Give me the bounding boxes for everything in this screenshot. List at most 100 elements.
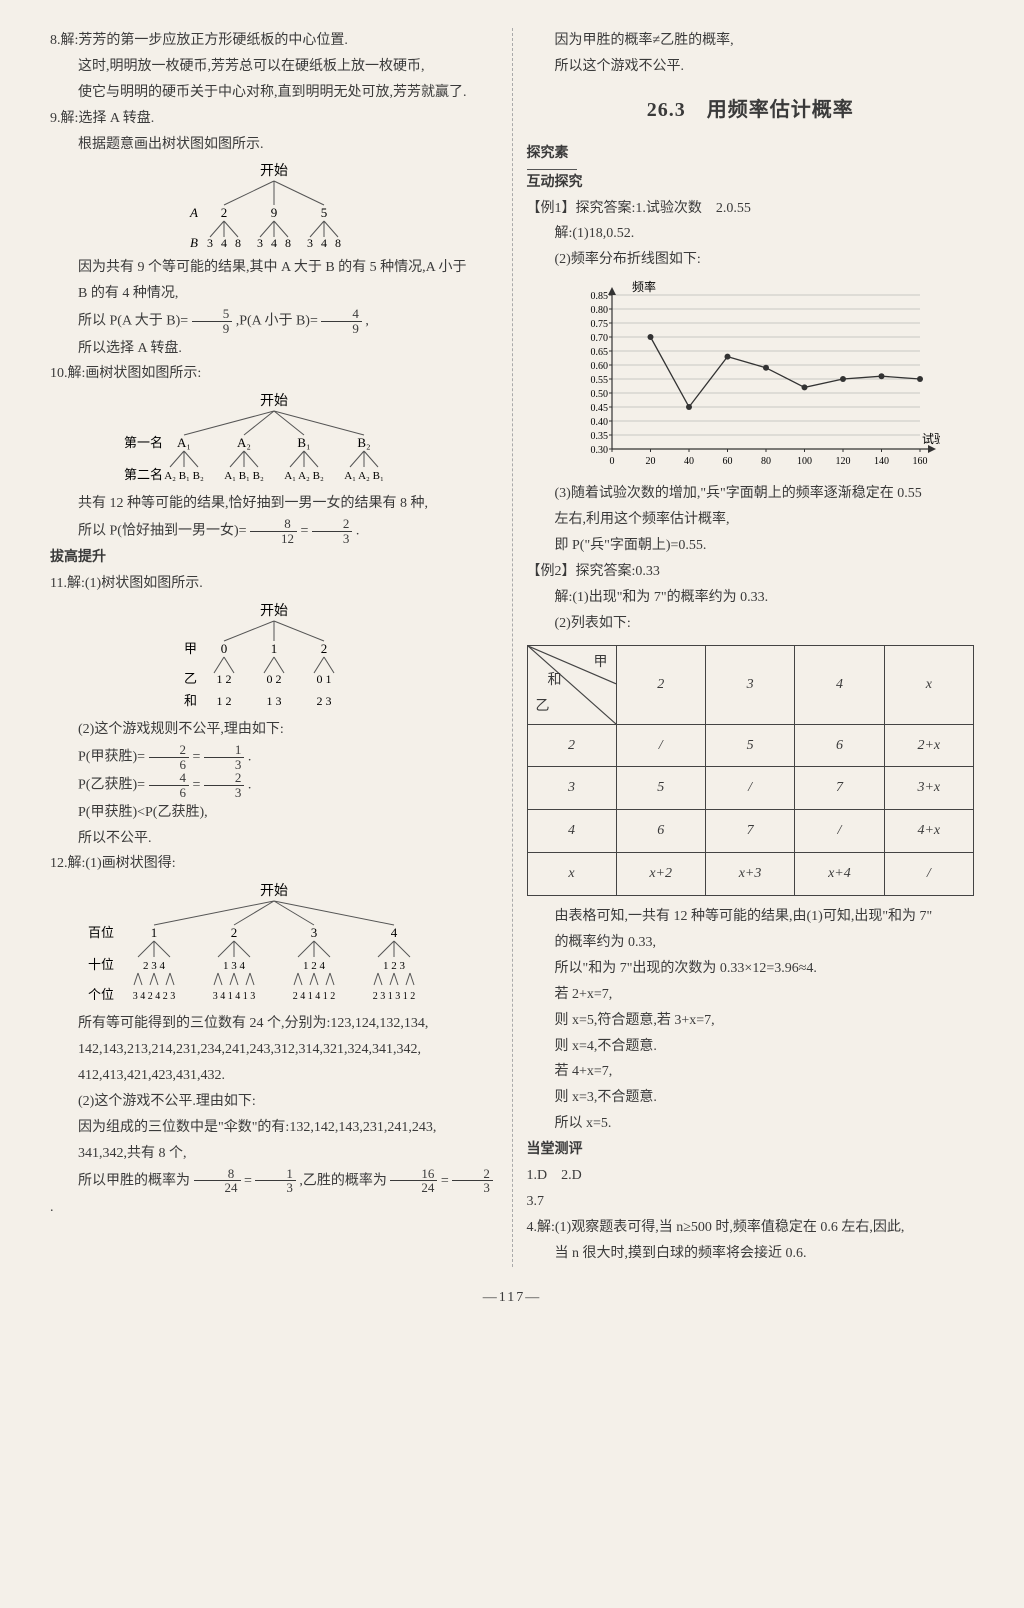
p12-line7: 341,342,共有 8 个, bbox=[50, 1141, 498, 1167]
ex1-b: 解:(1)18,0.52. bbox=[527, 221, 975, 247]
t1b5: 8 bbox=[285, 236, 291, 250]
p12-line2: 所有等可能得到的三位数有 24 个,分别为:123,124,132,134, bbox=[50, 1011, 498, 1037]
svg-text:20: 20 bbox=[646, 456, 656, 467]
dangtang-heading: 当堂测评 bbox=[527, 1137, 975, 1163]
svg-text:0.40: 0.40 bbox=[591, 417, 609, 428]
page-number: —117— bbox=[36, 1285, 988, 1311]
p10-line3: 所以 P(恰好抽到一男一女)= 812 = 23 . bbox=[50, 517, 498, 545]
ans1: 1.D 2.D bbox=[527, 1163, 975, 1189]
t2b1: A₁ B₁ B₂ bbox=[224, 470, 264, 482]
p8-line3: 使它与明明的硬币关于中心对称,直到明明无处可放,芳芳就赢了. bbox=[50, 80, 498, 106]
t4b0: 2 3 4 bbox=[143, 960, 166, 972]
page: 8.解:芳芳的第一步应放正方形硬纸板的中心位置. 这时,明明放一枚硬币,芳芳总可… bbox=[36, 28, 988, 1267]
ans4b: 当 n 很大时,摸到白球的频率将会接近 0.6. bbox=[527, 1241, 975, 1267]
frac-8-12: 812 bbox=[250, 517, 297, 545]
p12-line8: 所以甲胜的概率为 824 = 13 ,乙胜的概率为 1624 = 23 . bbox=[50, 1167, 498, 1221]
right-column: 因为甲胜的概率≠乙胜的概率, 所以这个游戏不公平. 26.3 用频率估计概率 探… bbox=[513, 28, 989, 1267]
ex2-b: 解:(1)出现"和为 7"的概率约为 0.33. bbox=[527, 585, 975, 611]
t2a0: A₁ bbox=[177, 435, 191, 450]
t3a1: 1 bbox=[271, 641, 278, 656]
t2a1: A₂ bbox=[237, 435, 251, 450]
t4a3: 4 bbox=[391, 925, 398, 940]
t3a0: 0 bbox=[221, 641, 228, 656]
p12-line5: (2)这个游戏不公平.理由如下: bbox=[50, 1089, 498, 1115]
table-row: 3 5 / 7 3+x bbox=[527, 767, 974, 810]
t4-r2-label: 十位 bbox=[88, 957, 114, 972]
ex2-l: 所以 x=5. bbox=[527, 1111, 975, 1137]
p8-line2: 这时,明明放一枚硬币,芳芳总可以在硬纸板上放一枚硬币, bbox=[50, 54, 498, 80]
p12-line4: 412,413,421,423,431,432. bbox=[50, 1063, 498, 1089]
tree2-r1-label: 第一名 bbox=[124, 435, 163, 450]
svg-text:120: 120 bbox=[836, 456, 851, 467]
table-row: 4 6 7 / 4+x bbox=[527, 810, 974, 853]
t4c2: 2 4 1 4 1 2 bbox=[293, 991, 336, 1002]
frac-5-9: 59 bbox=[192, 307, 233, 335]
t4c3: 2 3 1 3 1 2 bbox=[373, 991, 416, 1002]
t3c1: 1 3 bbox=[266, 694, 281, 708]
p11-line3: P(甲获胜)= 26 = 13 . bbox=[50, 743, 498, 771]
t3-r3-label: 和 bbox=[184, 693, 197, 708]
svg-text:0.45: 0.45 bbox=[591, 403, 609, 414]
ex2-f: 所以"和为 7"出现的次数为 0.33×12=3.96≈4. bbox=[527, 956, 975, 982]
t4b1: 1 3 4 bbox=[223, 960, 246, 972]
t4a2: 3 bbox=[311, 925, 318, 940]
th-1: 3 bbox=[705, 645, 794, 724]
t1b8: 8 bbox=[335, 236, 341, 250]
hudong-heading: 互动探究 bbox=[527, 170, 975, 196]
svg-text:0.80: 0.80 bbox=[591, 305, 609, 316]
p9-line6: 所以选择 A 转盘. bbox=[50, 336, 498, 362]
table-diag-mid: 和 bbox=[548, 668, 562, 694]
p9e-post: , bbox=[365, 314, 369, 329]
t4-r3-label: 个位 bbox=[88, 987, 114, 1002]
th-2: 4 bbox=[795, 645, 884, 724]
tree1-l1-label: A bbox=[189, 205, 198, 220]
table-header-diag: 甲 和 乙 bbox=[527, 645, 616, 724]
p9e-mid: ,P(A 小于 B)= bbox=[236, 314, 318, 329]
t4a0: 1 bbox=[151, 925, 158, 940]
svg-text:试验次数: 试验次数 bbox=[922, 431, 940, 446]
p10-line2: 共有 12 种等可能的结果,恰好抽到一男一女的结果有 8 种, bbox=[50, 491, 498, 517]
tree1-l2-label: B bbox=[190, 235, 198, 250]
t1b3: 3 bbox=[257, 236, 263, 250]
tanjiu-heading: 探究素 bbox=[527, 141, 577, 170]
t2b2: A₁ A₂ B₂ bbox=[284, 470, 324, 482]
tree4-svg: 开始 百位 1 2 3 4 十位 2 3 4 1 3 4 1 2 4 1 2 3 bbox=[64, 881, 484, 1007]
sum-table: 甲 和 乙 2 3 4 x 2 / 5 6 2+x 3 5 / 7 bbox=[527, 645, 975, 897]
svg-text:60: 60 bbox=[723, 456, 733, 467]
left-column: 8.解:芳芳的第一步应放正方形硬纸板的中心位置. 这时,明明放一枚硬币,芳芳总可… bbox=[36, 28, 513, 1267]
t4b2: 1 2 4 bbox=[303, 960, 326, 972]
p9-line3: 因为共有 9 个等可能的结果,其中 A 大于 B 的有 5 种情况,A 小于 bbox=[50, 255, 498, 281]
p10c-post: . bbox=[356, 524, 360, 539]
t3c2: 2 3 bbox=[316, 694, 331, 708]
th-3: x bbox=[884, 645, 973, 724]
p9-line2: 根据题意画出树状图如图所示. bbox=[50, 132, 498, 158]
th-0: 2 bbox=[616, 645, 705, 724]
svg-text:100: 100 bbox=[797, 456, 812, 467]
tree1-l1-0: 2 bbox=[221, 205, 228, 220]
svg-text:0.65: 0.65 bbox=[591, 347, 609, 358]
svg-text:160: 160 bbox=[913, 456, 928, 467]
ex1-d: (3)随着试验次数的增加,"兵"字面朝上的频率逐渐稳定在 0.55 bbox=[527, 481, 975, 507]
svg-text:0.70: 0.70 bbox=[591, 333, 609, 344]
tree1-root: 开始 bbox=[260, 163, 288, 179]
t3-r1-label: 甲 bbox=[184, 641, 197, 656]
t3c0: 1 2 bbox=[216, 694, 231, 708]
svg-text:0.60: 0.60 bbox=[591, 361, 609, 372]
t1b0: 3 bbox=[207, 236, 213, 250]
section-title: 26.3 用频率估计概率 bbox=[527, 92, 975, 129]
table-row: 2 / 5 6 2+x bbox=[527, 724, 974, 767]
t3-r2-label: 乙 bbox=[184, 671, 197, 686]
p10c-eq: = bbox=[301, 524, 309, 539]
t3b0: 1 2 bbox=[216, 672, 231, 686]
p11-line4: P(乙获胜)= 46 = 23 . bbox=[50, 771, 498, 799]
t3b2: 0 1 bbox=[316, 672, 331, 686]
ex2-k: 则 x=3,不合题意. bbox=[527, 1085, 975, 1111]
svg-text:40: 40 bbox=[684, 456, 694, 467]
p9-line4: B 的有 4 种情况, bbox=[50, 281, 498, 307]
ex2-c: (2)列表如下: bbox=[527, 611, 975, 637]
ex1-c: (2)频率分布折线图如下: bbox=[527, 247, 975, 273]
t4a1: 2 bbox=[231, 925, 238, 940]
p11-line2: (2)这个游戏规则不公平,理由如下: bbox=[50, 717, 498, 743]
p11-line6: 所以不公平. bbox=[50, 826, 498, 852]
tree1-l1-2: 5 bbox=[321, 205, 328, 220]
